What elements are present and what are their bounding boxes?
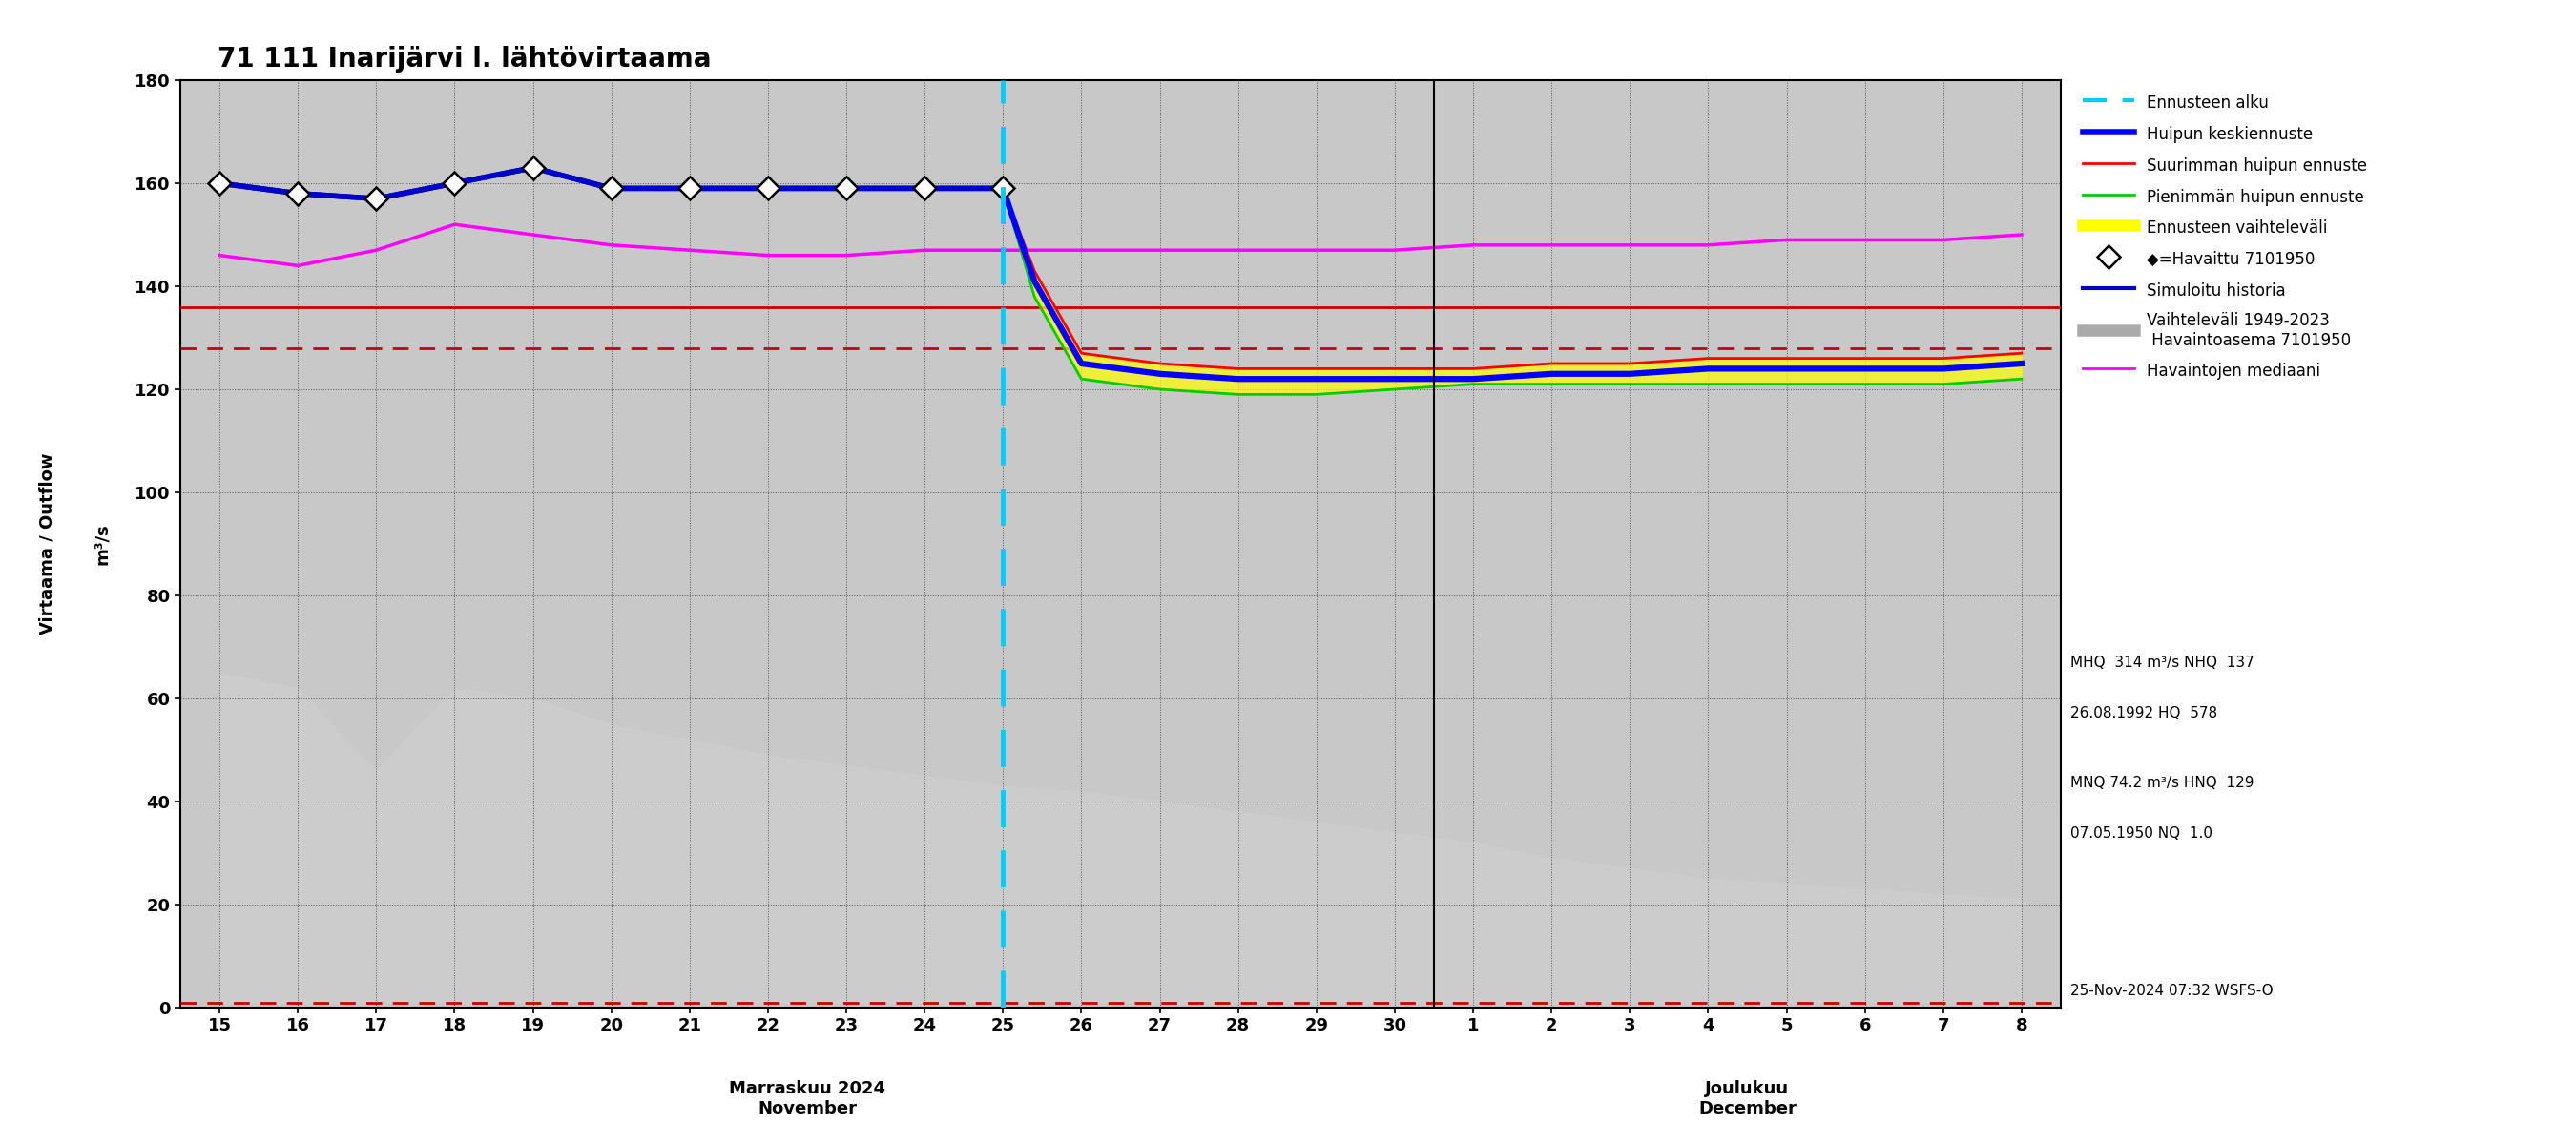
Text: Virtaama / Outflow: Virtaama / Outflow bbox=[39, 453, 57, 634]
Text: m³/s: m³/s bbox=[93, 523, 111, 564]
Text: 07.05.1950 NQ  1.0: 07.05.1950 NQ 1.0 bbox=[2071, 827, 2213, 842]
Text: MHQ  314 m³/s NHQ  137: MHQ 314 m³/s NHQ 137 bbox=[2071, 655, 2254, 670]
Text: 25-Nov-2024 07:32 WSFS-O: 25-Nov-2024 07:32 WSFS-O bbox=[2071, 984, 2272, 998]
Text: 26.08.1992 HQ  578: 26.08.1992 HQ 578 bbox=[2071, 706, 2218, 720]
Text: November: November bbox=[757, 1100, 858, 1118]
Text: Marraskuu 2024: Marraskuu 2024 bbox=[729, 1080, 886, 1097]
Text: 71 111 Inarijärvi l. lähtövirtaama: 71 111 Inarijärvi l. lähtövirtaama bbox=[219, 46, 711, 72]
Text: MNQ 74.2 m³/s HNQ  129: MNQ 74.2 m³/s HNQ 129 bbox=[2071, 776, 2254, 790]
Legend: Ennusteen alku, Huipun keskiennuste, Suurimman huipun ennuste, Pienimmän huipun : Ennusteen alku, Huipun keskiennuste, Suu… bbox=[2079, 88, 2372, 385]
Text: Joulukuu: Joulukuu bbox=[1705, 1080, 1790, 1097]
Text: December: December bbox=[1698, 1100, 1795, 1118]
